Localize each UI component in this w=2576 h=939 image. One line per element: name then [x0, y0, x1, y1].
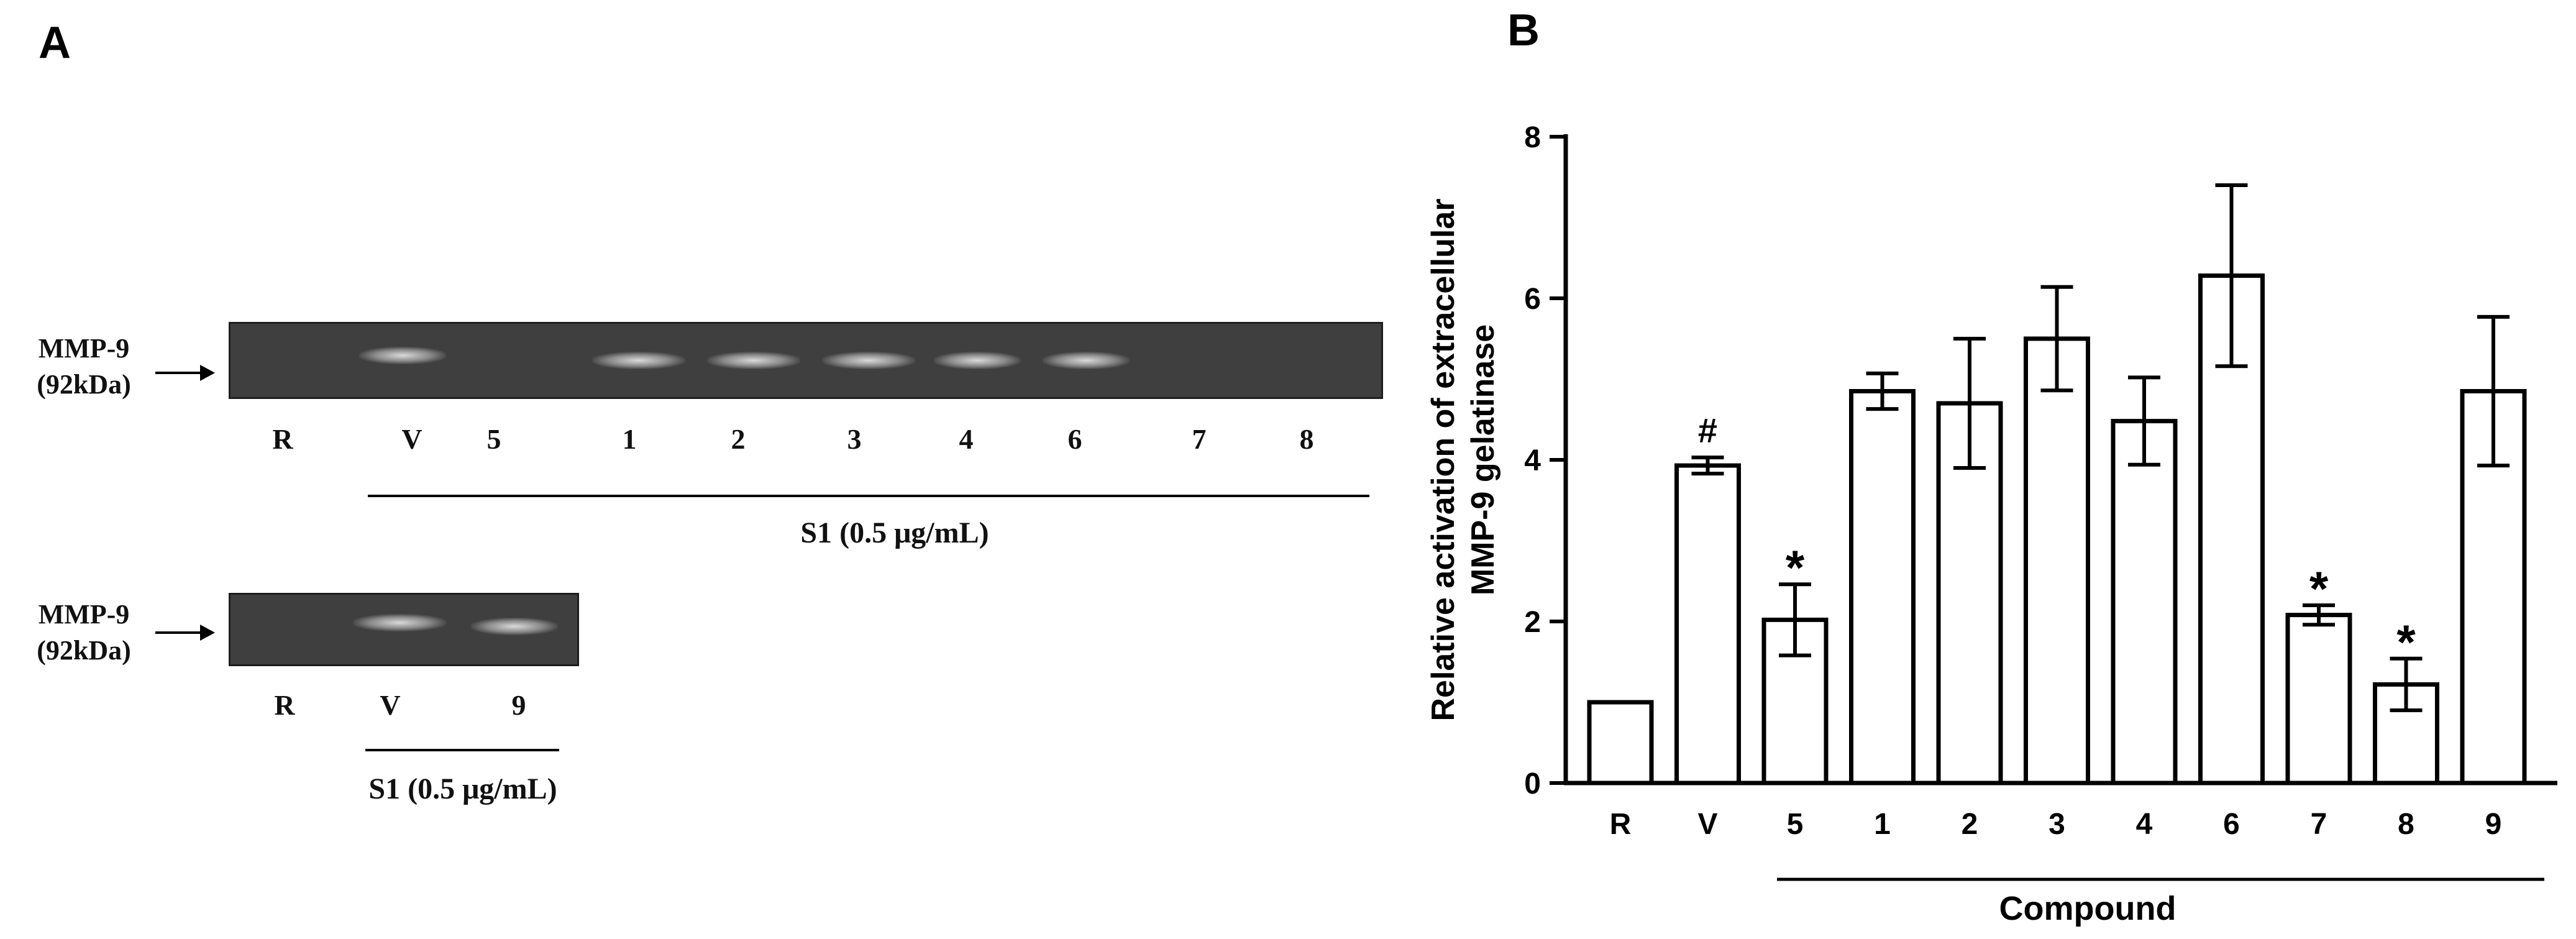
gel-bottom-marker-name: MMP-9	[38, 599, 130, 630]
gel-top-lane-7: 7	[1192, 423, 1207, 455]
gel-top-lane-1: 1	[622, 423, 637, 455]
x-tick-label: 6	[2223, 808, 2240, 841]
x-tick-label: 9	[2485, 808, 2502, 841]
x-tick-label: R	[1610, 808, 1632, 841]
gel-bottom-marker-label: MMP-9 (92kDa)	[19, 597, 149, 669]
significance-marker: #	[1698, 411, 1717, 450]
bar	[2024, 336, 2090, 786]
gel-top-marker-arrow	[155, 365, 215, 381]
y-tick-label: 2	[1524, 606, 1541, 639]
gel-bottom-lane-V: V	[380, 689, 401, 721]
gel-band	[359, 347, 446, 364]
gel-band	[934, 352, 1021, 369]
gel-bottom-lane-R: R	[274, 689, 295, 721]
gel-top-image	[229, 322, 1383, 399]
x-tick-label: V	[1697, 808, 1717, 841]
gel-band	[592, 352, 685, 369]
y-tick-label: 0	[1524, 767, 1541, 800]
gel-bottom-image	[229, 593, 579, 666]
gel-top-lane-6: 6	[1067, 423, 1082, 455]
gel-top-lane-R: R	[272, 423, 293, 455]
chart-labels: Relative activation of extracellular MMP-…	[1425, 198, 2544, 927]
gel-band	[353, 614, 446, 631]
y-axis-label: Relative activation of extracellular MMP-…	[1425, 198, 1501, 721]
gel-top-marker-name: MMP-9	[38, 333, 130, 364]
gel-bottom-lane-9: 9	[511, 689, 526, 721]
gel-band	[822, 352, 915, 369]
bar	[2285, 613, 2352, 786]
bar	[1674, 463, 1741, 786]
x-tick-label: 7	[2311, 808, 2327, 841]
y-axis-label-line: Relative activation of extracellular	[1425, 198, 1461, 721]
gel-top-lane-3: 3	[847, 423, 862, 455]
x-tick-label: 5	[1787, 808, 1804, 841]
x-tick-label: 4	[2136, 808, 2153, 841]
bar	[1849, 389, 1916, 786]
panel-letter-b: B	[1507, 6, 1540, 55]
gel-band	[1043, 352, 1130, 369]
bar	[1587, 700, 1654, 786]
panel-letter-a: A	[39, 18, 71, 68]
y-tick-label: 6	[1524, 283, 1541, 316]
gel-top-marker-size: (92kDa)	[37, 369, 131, 400]
gel-top-lane-5: 5	[486, 423, 501, 455]
gel-bottom-treatment-label: S1 (0.5 μg/mL)	[368, 772, 557, 805]
gel-bottom-marker-size: (92kDa)	[37, 635, 131, 666]
y-tick-label: 4	[1524, 444, 1541, 477]
x-tick-label: 1	[1874, 808, 1891, 841]
gel-bottom-marker-arrow	[155, 625, 215, 641]
gel-top-lane-4: 4	[959, 423, 974, 455]
significance-marker: *	[2396, 615, 2416, 669]
x-axis-label: Compound	[1999, 890, 2176, 927]
x-tick-label: 3	[2048, 808, 2065, 841]
gel-bottom-treatment-line	[365, 749, 559, 751]
significance-marker: *	[2309, 561, 2329, 616]
gel-band	[471, 618, 558, 635]
gel-top-marker-label: MMP-9 (92kDa)	[19, 331, 149, 403]
y-axis-label-line: MMP-9 gelatinase	[1465, 324, 1501, 595]
gel-top-lane-V: V	[401, 423, 422, 455]
x-tick-label: 2	[1962, 808, 1978, 841]
chart-bars	[1587, 183, 2527, 786]
y-tick-label: 8	[1524, 121, 1541, 154]
significance-marker: *	[1786, 540, 1805, 595]
gel-top-treatment-label: S1 (0.5 μg/mL)	[800, 516, 989, 549]
gel-top-treatment-line	[368, 495, 1369, 497]
bar	[2111, 419, 2178, 786]
x-tick-label: 8	[2398, 808, 2414, 841]
gel-band	[707, 352, 800, 369]
gel-top-lane-2: 2	[731, 423, 746, 455]
gel-top-lane-8: 8	[1299, 423, 1314, 455]
